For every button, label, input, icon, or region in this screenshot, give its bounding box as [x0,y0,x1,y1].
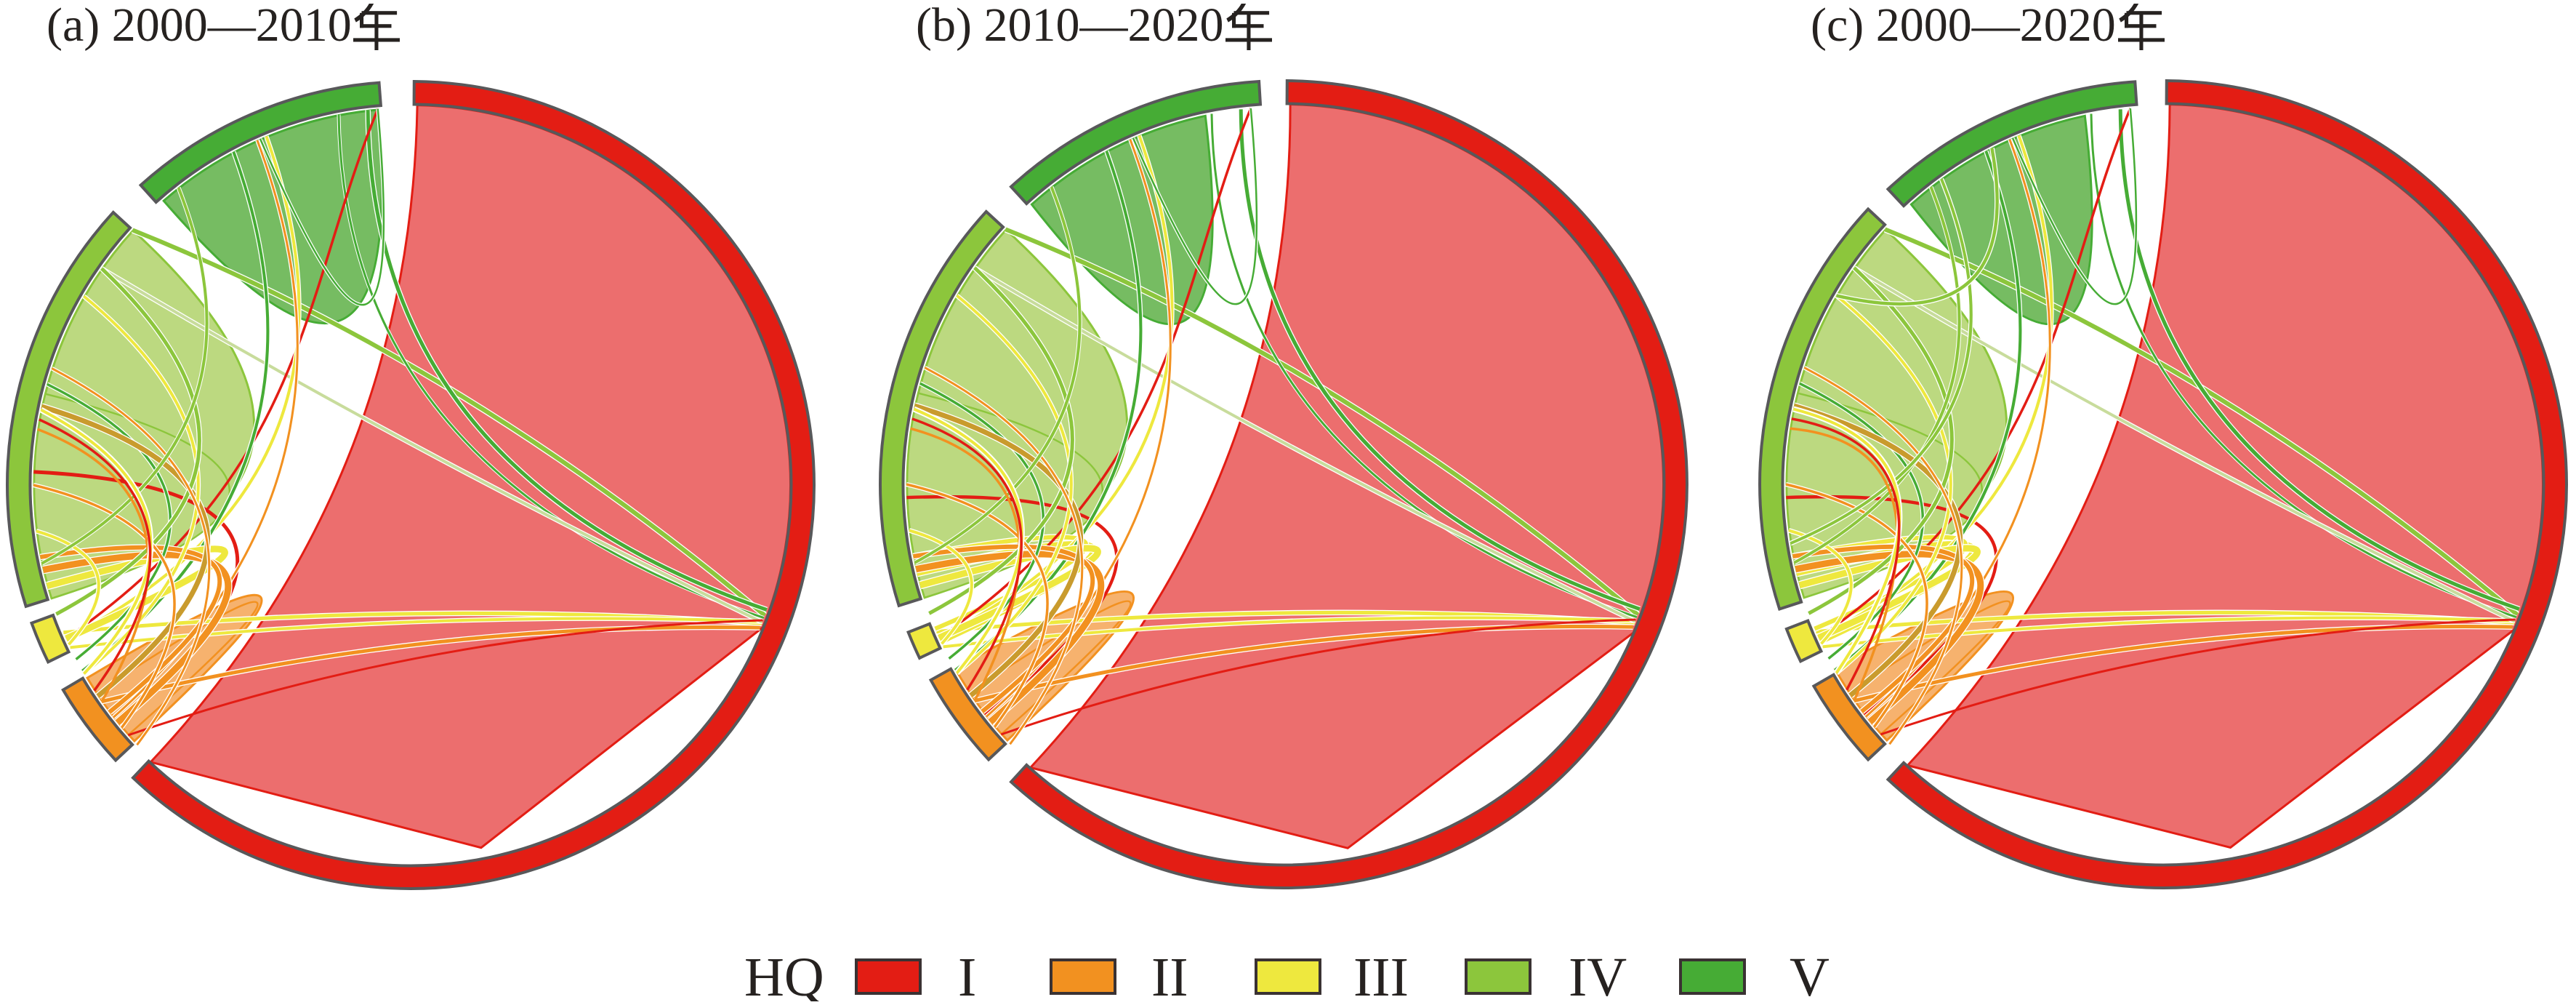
svg-text:IV: IV [1569,947,1627,1001]
svg-text:HQ: HQ [744,947,824,1001]
svg-text:(c) 2000—2020: (c) 2000—2020 [1811,0,2116,52]
svg-text:V: V [1790,947,1830,1001]
svg-text:(a) 2000—2010: (a) 2000—2010 [47,0,352,52]
svg-text:I: I [958,947,976,1001]
svg-text:II: II [1151,947,1188,1001]
svg-text:III: III [1353,947,1409,1001]
svg-text:(b) 2010—2020: (b) 2010—2020 [916,0,1223,52]
